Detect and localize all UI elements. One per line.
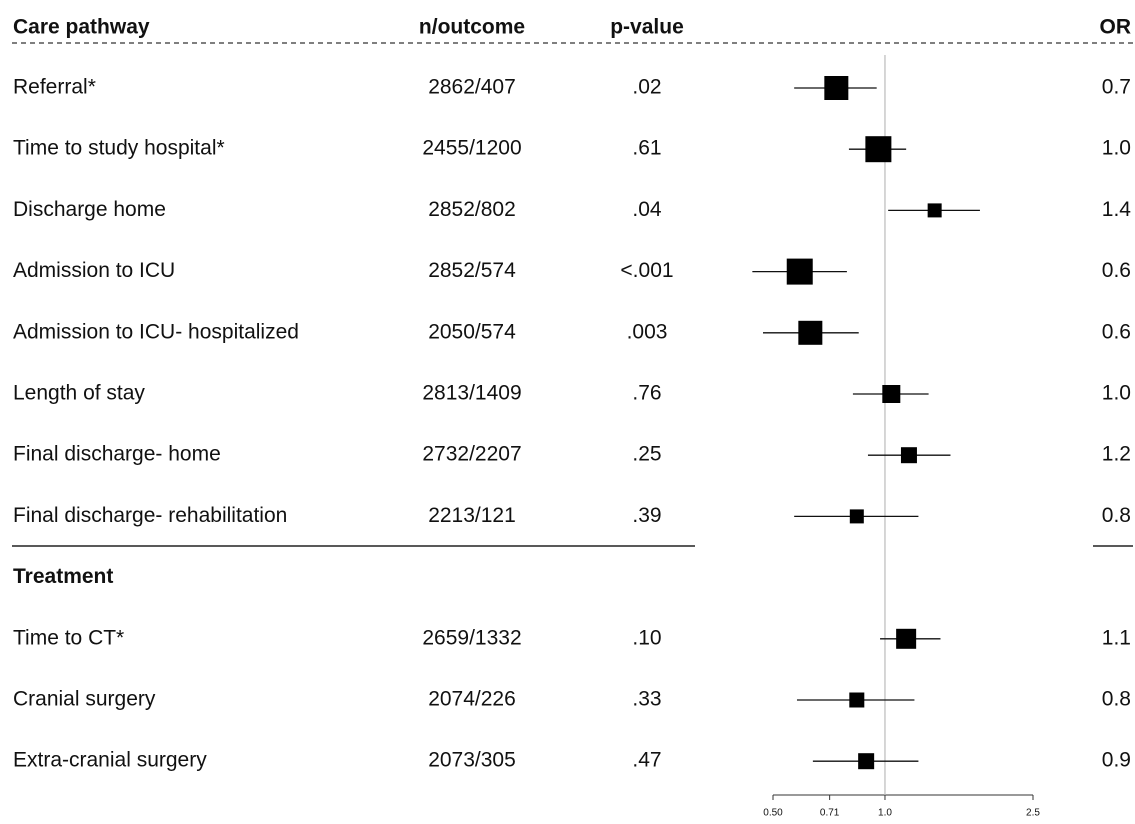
row-n: 2732/2207	[422, 443, 521, 466]
row-or: 0.6	[1102, 259, 1131, 282]
row-p: .04	[632, 198, 662, 221]
row-p: .47	[632, 749, 661, 772]
row-p: <.001	[620, 259, 673, 282]
header-or: OR	[1100, 16, 1132, 39]
point-estimate	[798, 320, 823, 345]
row-label: Time to study hospital*	[13, 137, 225, 160]
row-or: 1.4	[1102, 198, 1132, 221]
header-p: p-value	[610, 16, 684, 39]
point-estimate	[824, 76, 849, 100]
row-p: .10	[632, 626, 661, 649]
row-n: 2659/1332	[422, 626, 521, 649]
row-n: 2455/1200	[422, 137, 521, 160]
x-tick-label: 1.0	[878, 808, 892, 819]
row-p: .76	[632, 382, 661, 405]
row-label: Admission to ICU- hospitalized	[13, 320, 299, 343]
row-or: 0.6	[1102, 320, 1131, 343]
row-label: Final discharge- rehabilitation	[13, 504, 287, 527]
row-or: 0.9	[1102, 749, 1131, 772]
row-n: 2074/226	[428, 688, 516, 711]
row-or: 0.8	[1102, 688, 1131, 711]
point-estimate	[900, 447, 917, 464]
row-label: Referral*	[13, 76, 96, 99]
row-n: 2813/1409	[422, 382, 521, 405]
row-label: Length of stay	[13, 382, 145, 405]
row-n: 2852/574	[428, 259, 516, 282]
row-p: .33	[632, 688, 661, 711]
row-label: Admission to ICU	[13, 259, 175, 282]
row-or: 1.0	[1102, 137, 1131, 160]
row-p: .02	[632, 76, 661, 99]
row-label: Time to CT*	[13, 626, 124, 649]
point-estimate	[849, 509, 864, 524]
row-label: Cranial surgery	[13, 688, 156, 711]
row-or: 1.1	[1102, 626, 1131, 649]
row-p: .39	[632, 504, 661, 527]
row-n: 2213/121	[428, 504, 516, 527]
row-or: 1.2	[1102, 443, 1131, 466]
x-tick-label: 0.50	[763, 808, 783, 819]
point-estimate	[882, 385, 901, 403]
point-estimate	[786, 258, 813, 285]
row-n: 2050/574	[428, 320, 516, 343]
row-or: 1.0	[1102, 382, 1131, 405]
row-label: Extra-cranial surgery	[13, 749, 207, 772]
row-p: .61	[632, 137, 661, 160]
point-estimate	[896, 628, 917, 649]
x-tick-label: 0.71	[820, 808, 840, 819]
header-label: Care pathway	[13, 16, 150, 39]
row-label: Discharge home	[13, 198, 166, 221]
point-estimate	[927, 203, 942, 218]
x-tick-label: 2.5	[1026, 808, 1040, 819]
row-p: .25	[632, 443, 661, 466]
row-n: 2852/802	[428, 198, 516, 221]
header-n: n/outcome	[419, 16, 525, 39]
row-n: 2073/305	[428, 749, 516, 772]
point-estimate	[865, 136, 892, 163]
row-or: 0.7	[1102, 76, 1131, 99]
row-label: Final discharge- home	[13, 443, 221, 466]
point-estimate	[849, 692, 865, 708]
row-n: 2862/407	[428, 76, 516, 99]
row-p: .003	[627, 320, 668, 343]
group-title: Treatment	[13, 565, 113, 588]
point-estimate	[858, 753, 875, 770]
row-or: 0.8	[1102, 504, 1131, 527]
